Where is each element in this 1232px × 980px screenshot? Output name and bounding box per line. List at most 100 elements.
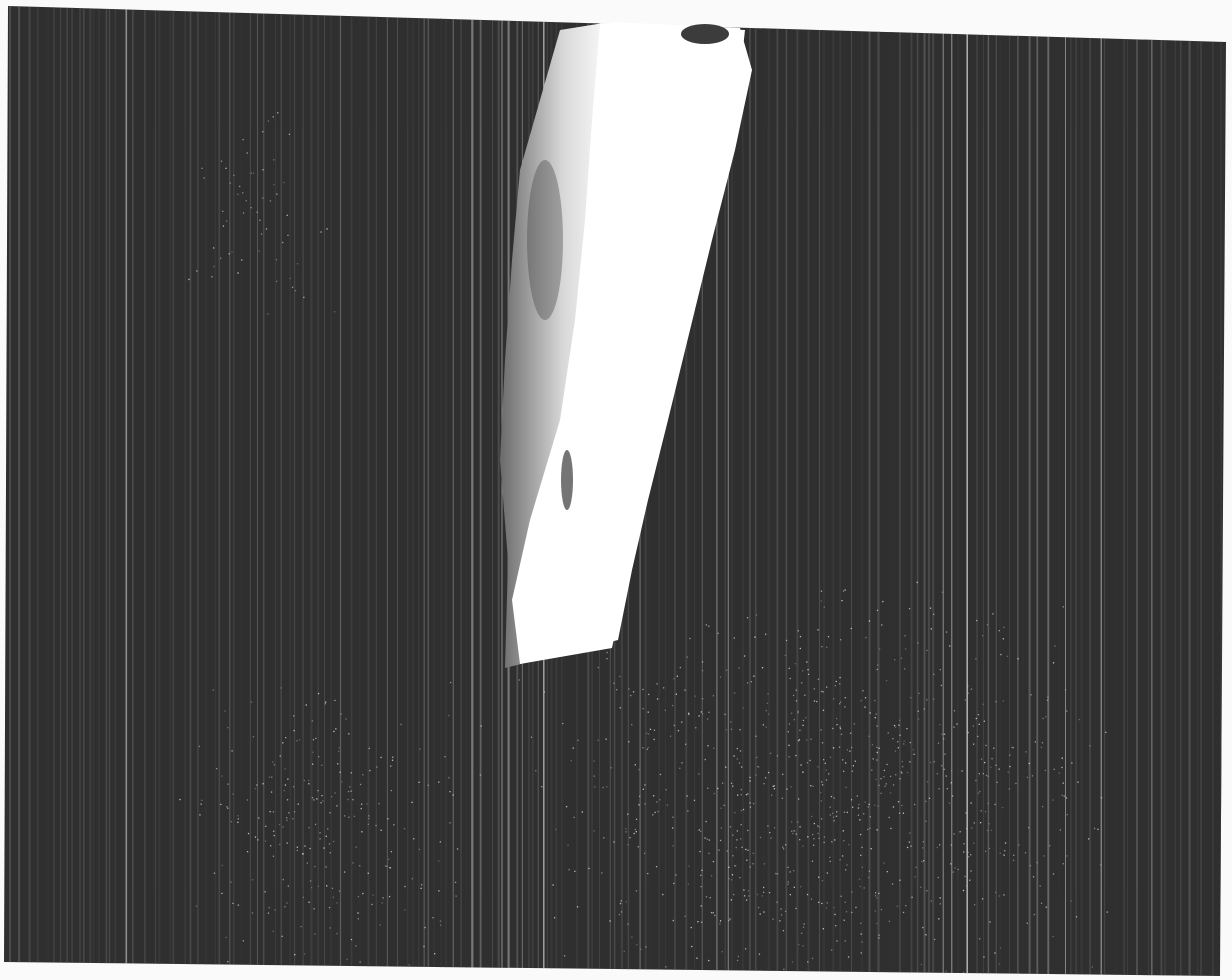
speckle — [830, 861, 831, 862]
speckle — [226, 937, 227, 938]
speckle — [927, 781, 928, 782]
speckle — [743, 707, 744, 708]
speckle — [720, 840, 721, 841]
speckle — [910, 697, 911, 698]
speckle — [555, 829, 556, 830]
speckle — [846, 864, 847, 865]
speckle — [826, 770, 827, 771]
speckle — [223, 225, 224, 226]
speckle — [438, 860, 439, 861]
speckle — [747, 617, 748, 618]
speckle — [388, 859, 389, 860]
speckle — [933, 699, 934, 700]
speckle — [760, 913, 761, 914]
speckle — [917, 642, 918, 643]
speckle — [299, 739, 300, 740]
speckle — [909, 842, 910, 843]
speckle — [999, 769, 1000, 770]
speckle — [788, 881, 789, 882]
speckle — [765, 777, 766, 778]
speckle — [923, 841, 924, 842]
speckle — [974, 904, 975, 905]
speckle — [696, 958, 697, 959]
speckle — [743, 889, 744, 890]
speckle — [755, 775, 756, 776]
speckle — [840, 727, 841, 728]
speckle — [892, 883, 893, 884]
speckle — [939, 844, 940, 845]
speckle — [898, 725, 899, 726]
speckle — [973, 744, 974, 745]
speckle — [352, 799, 353, 800]
speckle — [706, 624, 707, 625]
speckle — [845, 940, 846, 941]
speckle — [1047, 697, 1048, 698]
speckle — [824, 836, 825, 837]
speckle — [1062, 795, 1063, 796]
speckle — [262, 131, 263, 132]
speckle — [392, 760, 393, 761]
speckle — [840, 728, 841, 729]
speckle — [890, 776, 891, 777]
speckle — [720, 808, 721, 809]
speckle — [759, 954, 760, 955]
speckle — [708, 853, 709, 854]
speckle — [869, 620, 870, 621]
speckle — [913, 749, 914, 750]
speckle — [826, 647, 827, 648]
speckle — [312, 764, 313, 765]
speckle — [574, 871, 575, 872]
speckle — [438, 782, 439, 783]
speckle — [787, 867, 788, 868]
speckle — [878, 893, 879, 894]
speckle — [285, 737, 286, 738]
speckle — [329, 812, 330, 813]
speckle — [634, 833, 635, 834]
speckle — [304, 953, 305, 954]
speckle — [799, 730, 800, 731]
speckle — [860, 855, 861, 856]
speckle — [884, 770, 885, 771]
speckle — [800, 886, 801, 887]
speckle — [921, 964, 922, 965]
speckle — [840, 639, 841, 640]
speckle — [678, 730, 679, 731]
speckle — [613, 683, 614, 684]
speckle — [237, 815, 238, 816]
speckle — [749, 780, 750, 781]
speckle — [385, 865, 386, 866]
speckle — [901, 805, 902, 806]
speckle — [823, 710, 824, 711]
speckle — [213, 690, 214, 691]
speckle — [788, 731, 789, 732]
speckle — [839, 677, 840, 678]
speckle — [706, 821, 707, 822]
speckle — [1071, 900, 1072, 901]
speckle — [1043, 855, 1044, 856]
speckle — [656, 683, 657, 684]
speckle — [923, 860, 924, 861]
speckle — [786, 789, 787, 790]
speckle — [737, 960, 738, 961]
speckle — [292, 287, 293, 288]
speckle — [238, 818, 239, 819]
speckle — [968, 856, 969, 857]
speckle — [931, 628, 932, 629]
speckle — [1105, 732, 1106, 733]
speckle — [288, 885, 289, 886]
speckle — [268, 120, 269, 121]
speckle — [282, 826, 283, 827]
speckle — [684, 916, 685, 917]
speckle — [267, 313, 268, 314]
speckle — [771, 795, 772, 796]
speckle — [918, 718, 919, 719]
speckle — [694, 800, 695, 801]
speckle — [799, 839, 800, 840]
speckle — [1062, 758, 1063, 759]
speckle — [657, 698, 658, 699]
speckle — [644, 853, 645, 854]
speckle — [567, 845, 568, 846]
speckle — [376, 766, 377, 767]
speckle — [747, 830, 748, 831]
speckle — [237, 194, 238, 195]
